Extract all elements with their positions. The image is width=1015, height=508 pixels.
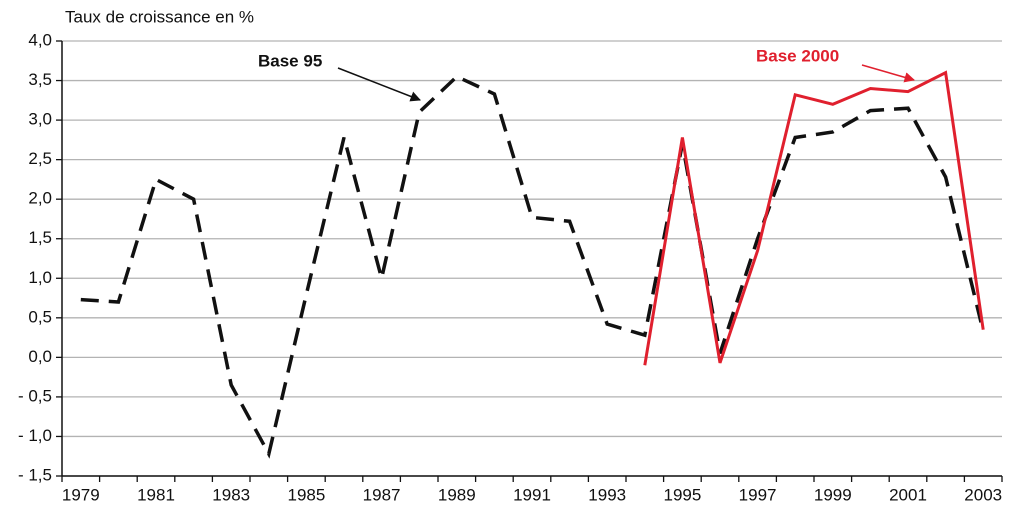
x-tick-label: 1981 xyxy=(137,485,175,504)
annotation-arrow xyxy=(337,67,421,102)
line-series xyxy=(80,74,985,459)
y-tick-label: - 1,0 xyxy=(18,426,52,445)
y-tick-label: 1,5 xyxy=(28,228,52,247)
x-tick-label: 1995 xyxy=(663,485,701,504)
x-tick-label: 1991 xyxy=(513,485,551,504)
y-tick-label: - 1,5 xyxy=(18,465,52,484)
x-tick-label: 2001 xyxy=(889,485,927,504)
y-axis-label: Taux de croissance en % xyxy=(65,7,254,26)
x-tick-label: 1983 xyxy=(212,485,250,504)
x-tick-label: 1989 xyxy=(438,485,476,504)
y-tick-label: 3,5 xyxy=(28,70,52,89)
annotation-arrow xyxy=(861,64,916,83)
x-tick-label: 2003 xyxy=(964,485,1002,504)
plot-area: - 1,5 - 1,0 - 0,5 0,0 0,5 1,0 1,5 2,0 2,5 3,0 3,5 4… xyxy=(18,30,1003,504)
annotation: Base 95 xyxy=(258,51,322,70)
y-tick-label: 2,5 xyxy=(28,149,52,168)
y-tick-label: 0,0 xyxy=(28,347,52,366)
y-tick-label: 1,0 xyxy=(28,268,52,287)
x-tick-label: 1999 xyxy=(814,485,852,504)
x-tick-label: 1987 xyxy=(363,485,401,504)
x-tick-label: 1993 xyxy=(588,485,626,504)
annotation: Base 2000 xyxy=(756,46,839,65)
y-tick-label: - 0,5 xyxy=(18,386,52,405)
line-series xyxy=(643,70,985,366)
x-tick-label: 1997 xyxy=(739,485,777,504)
y-tick-label: 4,0 xyxy=(28,30,52,49)
y-tick-label: 0,5 xyxy=(28,307,52,326)
y-tick-label: 3,0 xyxy=(28,110,52,129)
x-tick-label: 1985 xyxy=(287,485,325,504)
x-tick-label: 1979 xyxy=(62,485,100,504)
y-tick-label: 2,0 xyxy=(28,189,52,208)
